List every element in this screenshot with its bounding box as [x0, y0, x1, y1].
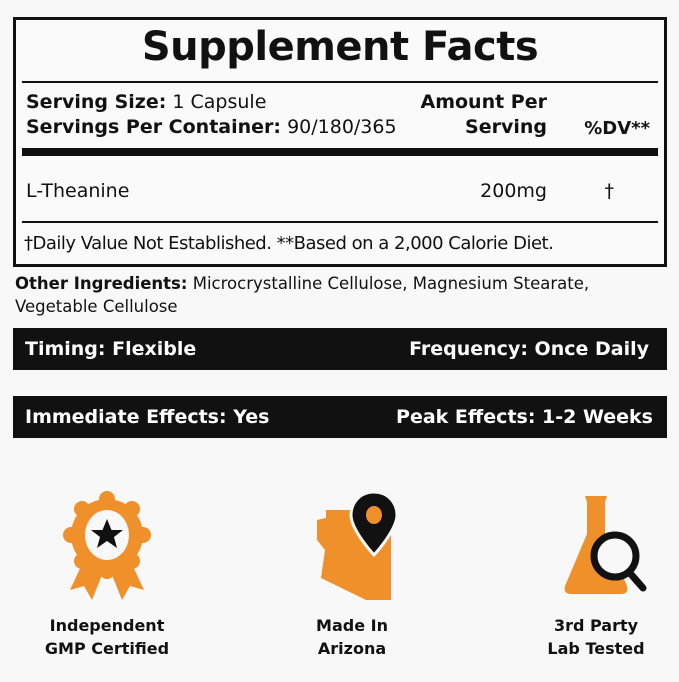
badge-line: 3rd Party	[553, 616, 639, 635]
peak-effects-text: Peak Effects: 1-2 Weeks	[396, 406, 653, 428]
ingredient-dv: †	[604, 180, 615, 202]
serving-size-label: Serving Size:	[26, 91, 167, 113]
amount-header-1: Amount Per	[420, 91, 548, 113]
divider	[22, 221, 658, 223]
timing-bar: Timing: Flexible Frequency: Once Daily	[13, 328, 667, 370]
effects-bar: Immediate Effects: Yes Peak Effects: 1-2…	[13, 396, 667, 438]
ingredient-amount: 200mg	[480, 180, 547, 202]
badge-line: Independent	[49, 616, 165, 635]
frequency-text: Frequency: Once Daily	[409, 338, 649, 360]
supplement-facts-panel: Supplement Facts Serving Size: 1 Capsule…	[13, 17, 667, 267]
badge-line: Arizona	[317, 639, 387, 658]
amount-header-2: Serving	[465, 116, 547, 138]
servings-value: 90/180/365	[287, 116, 397, 138]
timing-text: Timing: Flexible	[25, 338, 197, 360]
badge-label-arizona: Made In Arizona	[252, 614, 452, 660]
flask-magnifier-icon	[522, 490, 679, 602]
serving-size-value: 1 Capsule	[172, 91, 267, 113]
footnote: †Daily Value Not Established. **Based on…	[24, 233, 554, 254]
badge-line: Lab Tested	[547, 639, 645, 658]
divider	[22, 81, 658, 83]
immediate-effects-text: Immediate Effects: Yes	[25, 406, 270, 428]
other-ingredients-label: Other Ingredients:	[15, 274, 188, 293]
ingredient-name: L-Theanine	[26, 180, 130, 202]
panel-title: Supplement Facts	[141, 24, 539, 70]
dv-header: %DV**	[584, 118, 650, 139]
other-ingredients: Other Ingredients: Microcrystalline Cell…	[15, 272, 665, 318]
thick-divider	[22, 148, 658, 156]
badge-line: Made In	[316, 616, 388, 635]
badge-label-lab-tested: 3rd Party Lab Tested	[496, 614, 679, 660]
award-ribbon-star-icon	[27, 490, 187, 602]
arizona-map-pin-icon	[276, 490, 436, 602]
other-ingredients-value: Microcrystalline Cellulose, Magnesium St…	[15, 274, 590, 316]
badge-label-gmp: Independent GMP Certified	[7, 614, 207, 660]
badge-line: GMP Certified	[44, 639, 170, 658]
servings-label: Servings Per Container:	[26, 116, 282, 138]
